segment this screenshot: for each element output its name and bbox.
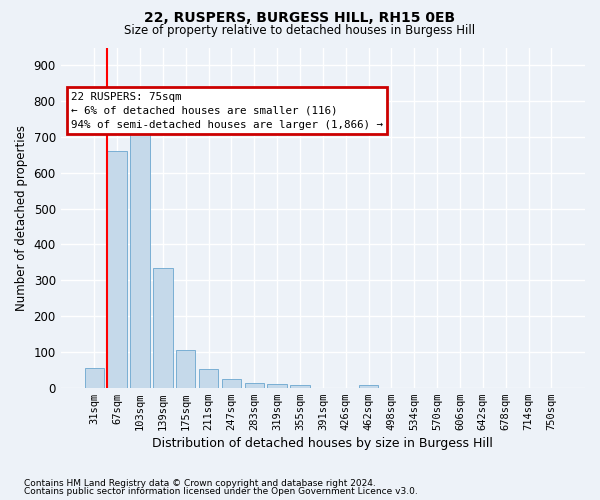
Bar <box>359 385 378 388</box>
Bar <box>107 152 127 388</box>
Text: 22 RUSPERS: 75sqm
← 6% of detached houses are smaller (116)
94% of semi-detached: 22 RUSPERS: 75sqm ← 6% of detached house… <box>71 92 383 130</box>
X-axis label: Distribution of detached houses by size in Burgess Hill: Distribution of detached houses by size … <box>152 437 493 450</box>
Bar <box>221 378 241 388</box>
Text: Contains HM Land Registry data © Crown copyright and database right 2024.: Contains HM Land Registry data © Crown c… <box>24 478 376 488</box>
Text: 22, RUSPERS, BURGESS HILL, RH15 0EB: 22, RUSPERS, BURGESS HILL, RH15 0EB <box>145 11 455 25</box>
Y-axis label: Number of detached properties: Number of detached properties <box>15 124 28 310</box>
Bar <box>245 383 264 388</box>
Bar <box>199 369 218 388</box>
Bar <box>268 384 287 388</box>
Bar <box>176 350 196 388</box>
Bar <box>130 119 149 388</box>
Bar <box>153 268 173 388</box>
Text: Size of property relative to detached houses in Burgess Hill: Size of property relative to detached ho… <box>124 24 476 37</box>
Bar <box>85 368 104 388</box>
Text: Contains public sector information licensed under the Open Government Licence v3: Contains public sector information licen… <box>24 488 418 496</box>
Bar <box>290 385 310 388</box>
